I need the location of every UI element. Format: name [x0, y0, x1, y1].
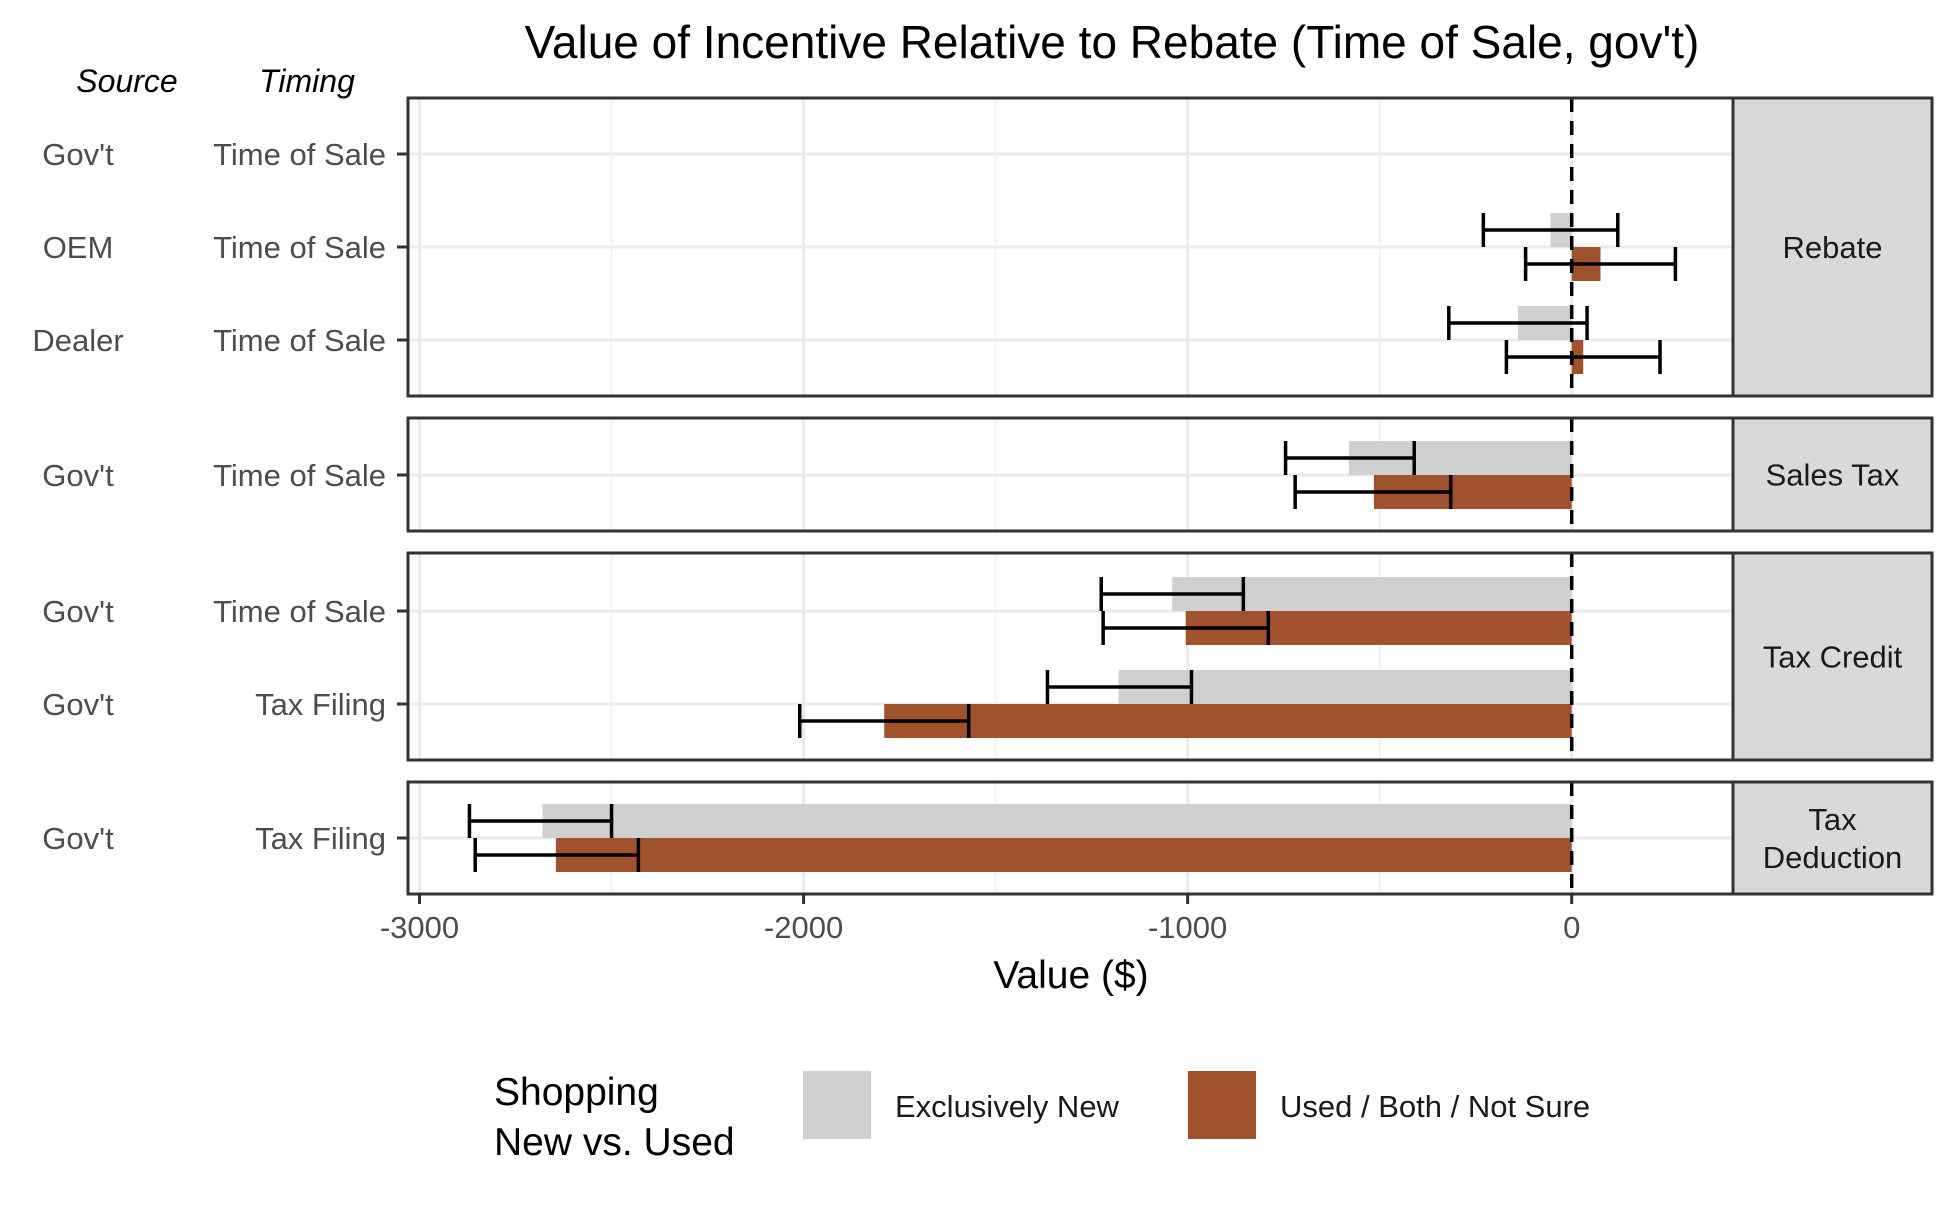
error-bar-gov-t-tax-filing-used-both-not-sure — [473, 838, 641, 872]
row-label-source: Gov't — [42, 687, 114, 722]
row-label-timing: Time of Sale — [213, 230, 386, 265]
facet-label-line: Sales Tax — [1766, 458, 1900, 493]
facet-label-line: Tax Credit — [1763, 640, 1903, 675]
bar-gov-t-tax-filing-used-both-not-sure — [555, 838, 1572, 872]
error-bar-gov-t-time-of-sale-exclusively-new — [1099, 577, 1246, 611]
x-tick-label: -2000 — [764, 910, 843, 945]
error-bar-gov-t-tax-filing-exclusively-new — [1045, 670, 1194, 704]
row-label-source: Gov't — [42, 821, 114, 856]
legend-entry-used-both-not-sure: Used / Both / Not Sure — [1188, 1071, 1590, 1139]
facets-layer: Rebate Gov't Time of Sale OEM Time of Sale De… — [32, 96, 1934, 896]
facet-strip — [1731, 416, 1934, 533]
timing-header: Timing — [259, 63, 355, 99]
x-tick-label: 0 — [1563, 910, 1580, 945]
row-label-timing: Time of Sale — [213, 594, 386, 629]
facet-label-tax-deduction: Tax Deduction — [1763, 802, 1903, 875]
chart-title: Value of Incentive Relative to Rebate (T… — [525, 16, 1700, 68]
bar-gov-t-tax-filing-exclusively-new — [542, 804, 1572, 838]
facet-strip — [1731, 96, 1934, 398]
facet-label-line: Tax — [1808, 802, 1857, 837]
facet-label-rebate: Rebate — [1783, 230, 1883, 265]
error-bar-gov-t-time-of-sale-exclusively-new — [1283, 441, 1416, 475]
facet-label-line: Deduction — [1763, 840, 1903, 875]
x-tick-label: -1000 — [1148, 910, 1227, 945]
row-label-source: OEM — [43, 230, 114, 265]
row-label-source: Gov't — [42, 458, 114, 493]
error-bar-gov-t-tax-filing-exclusively-new — [467, 804, 614, 838]
row-label-timing: Tax Filing — [255, 687, 386, 722]
row-label-source: Dealer — [32, 323, 123, 358]
error-bar-gov-t-time-of-sale-used-both-not-sure — [1293, 475, 1453, 509]
facet-label-sales-tax: Sales Tax — [1766, 458, 1900, 493]
facet-tax-credit: Tax Credit Gov't Time of Sale Gov't Tax Fili… — [42, 551, 1934, 762]
legend: Shopping New vs. Used Exclusively New Used … — [494, 1071, 1590, 1164]
legend-label: Exclusively New — [895, 1089, 1120, 1124]
row-label-timing: Time of Sale — [213, 137, 386, 172]
legend-title-line: New vs. Used — [494, 1121, 735, 1164]
x-axis-title: Value ($) — [993, 954, 1148, 997]
facet-tax-deduction: Tax Deduction Gov't Tax Filing — [42, 780, 1934, 896]
facet-rebate: Rebate Gov't Time of Sale OEM Time of Sale De… — [32, 96, 1934, 398]
facet-label-tax-credit: Tax Credit — [1763, 640, 1903, 675]
error-bar-gov-t-time-of-sale-used-both-not-sure — [1101, 611, 1271, 645]
row-label-source: Gov't — [42, 594, 114, 629]
source-header: Source — [76, 63, 177, 99]
legend-title-line: Shopping — [494, 1071, 659, 1114]
error-bar-dealer-time-of-sale-used-both-not-sure — [1504, 340, 1662, 374]
legend-title: Shopping New vs. Used — [494, 1071, 735, 1164]
facet-label-line: Rebate — [1783, 230, 1883, 265]
row-label-timing: Tax Filing — [255, 821, 386, 856]
row-label-timing: Time of Sale — [213, 323, 386, 358]
x-tick-label: -3000 — [380, 910, 459, 945]
row-label-source: Gov't — [42, 137, 114, 172]
legend-entry-exclusively-new: Exclusively New — [803, 1071, 1120, 1139]
legend-key — [803, 1071, 871, 1139]
bar-gov-t-tax-filing-used-both-not-sure — [884, 704, 1572, 738]
facet-strip — [1731, 780, 1934, 896]
error-bar-gov-t-tax-filing-used-both-not-sure — [797, 704, 971, 738]
facet-sales-tax: Sales Tax Gov't Time of Sale — [42, 416, 1934, 533]
legend-key — [1188, 1071, 1256, 1139]
legend-label: Used / Both / Not Sure — [1280, 1089, 1590, 1124]
bar-gov-t-tax-filing-exclusively-new — [1118, 670, 1572, 704]
x-axis: -3000 -2000 -1000 0 — [380, 894, 1580, 945]
error-bar-dealer-time-of-sale-exclusively-new — [1447, 306, 1589, 340]
facet-strip — [1731, 551, 1934, 762]
error-bar-oem-time-of-sale-exclusively-new — [1481, 213, 1620, 247]
row-label-timing: Time of Sale — [213, 458, 386, 493]
error-bar-oem-time-of-sale-used-both-not-sure — [1523, 247, 1678, 281]
